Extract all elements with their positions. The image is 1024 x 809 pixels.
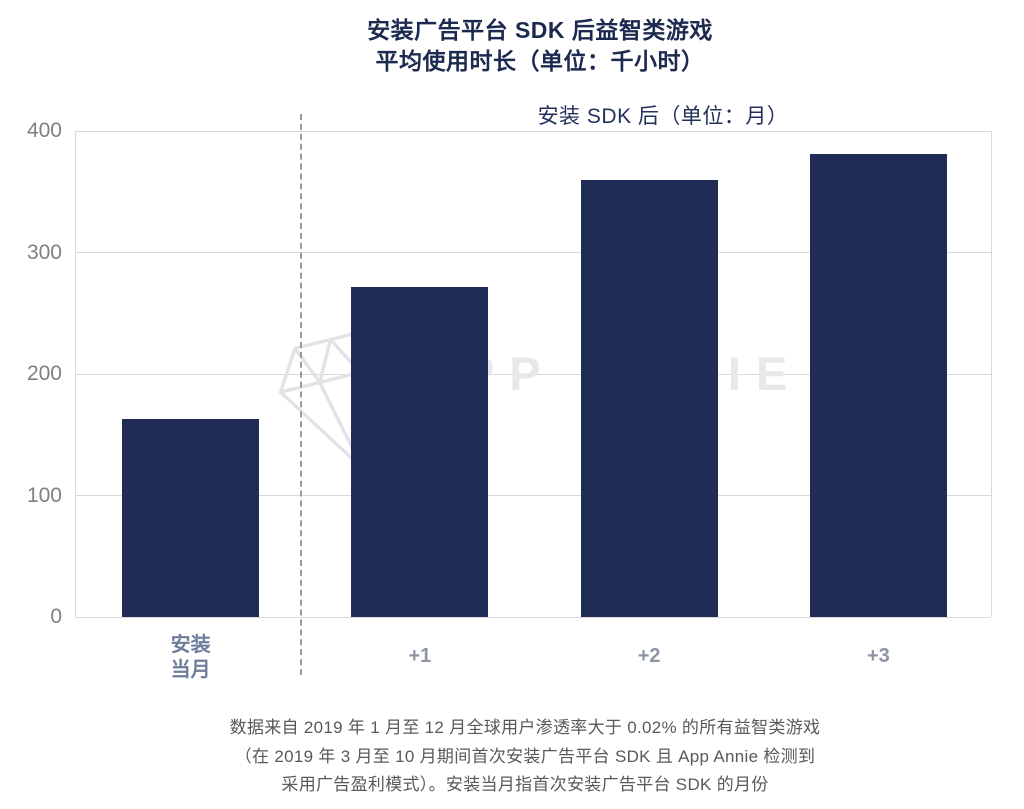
footnote-line3: 采用广告盈利模式）。安装当月指首次安装广告平台 SDK 的月份 — [281, 775, 769, 794]
footnote-line1: 数据来自 2019 年 1 月至 12 月全球用户渗透率大于 0.02% 的所有… — [229, 718, 821, 737]
gridline-y-100 — [76, 495, 991, 496]
x-axis-label-+3: +3 — [866, 645, 890, 667]
chart-title: 安装广告平台 SDK 后益智类游戏 平均使用时长（单位：千小时） — [80, 15, 1000, 77]
y-axis-label-400: 400 — [26, 119, 62, 142]
y-axis-label-0: 0 — [50, 605, 62, 628]
chart-title-line2: 平均使用时长（单位：千小时） — [375, 48, 705, 74]
bar-+3 — [809, 154, 947, 617]
chart-subtitle: 安装 SDK 后（单位：月） — [537, 105, 789, 128]
bar-安装当月 — [122, 418, 260, 617]
gridline-y-300 — [76, 252, 991, 253]
x-axis-label-安装当月: 安装 当月 — [170, 634, 211, 681]
separator-dashed-line — [300, 114, 302, 675]
x-axis-label-+2: +2 — [637, 645, 661, 667]
footnote-line2: （在 2019 年 3 月至 10 月期间首次安装广告平台 SDK 且 App … — [234, 746, 816, 766]
y-axis-label-200: 200 — [26, 362, 62, 385]
gridline-y-0 — [76, 616, 991, 618]
gridline-y-200 — [76, 373, 991, 375]
bar-+2 — [580, 179, 718, 617]
y-axis-label-300: 300 — [26, 240, 62, 264]
x-axis-label-+1: +1 — [408, 645, 432, 667]
footnote: 数据来自 2019 年 1 月至 12 月全球用户渗透率大于 0.02% 的所有… — [40, 714, 1010, 800]
gridline-y-400 — [76, 130, 991, 132]
y-axis-label-100: 100 — [26, 483, 62, 507]
bar-+1 — [351, 286, 489, 617]
chart-title-line1: 安装广告平台 SDK 后益智类游戏 — [367, 17, 713, 43]
